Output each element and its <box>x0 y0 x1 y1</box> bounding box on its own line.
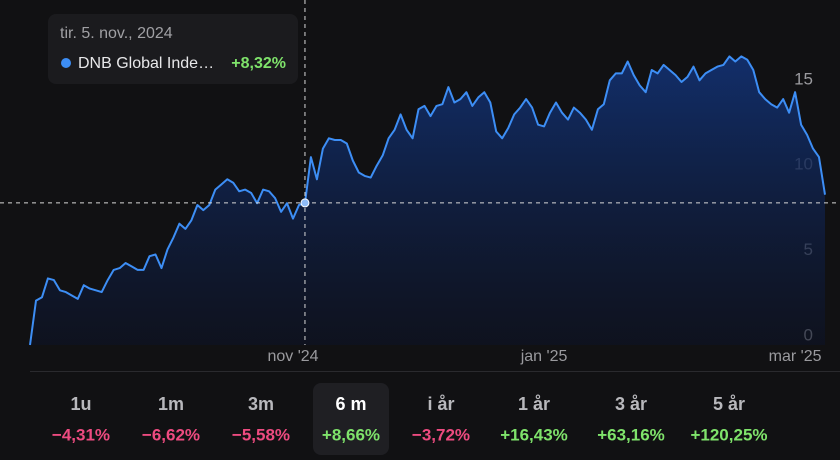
selected-period <box>313 383 389 455</box>
tooltip-dot <box>61 58 71 68</box>
line <box>29 55 826 346</box>
period-button[interactable]: 1 år +16,43% <box>500 394 568 445</box>
period-change: +120,25% <box>690 425 767 444</box>
period-button[interactable]: 6 m +8,66% <box>322 394 380 445</box>
tooltip-value: +8,32% <box>231 55 286 72</box>
period-change: −5,58% <box>232 425 290 444</box>
period-label: 3m <box>248 394 274 414</box>
tooltip-series: DNB Global Inde… <box>78 55 214 72</box>
period-button[interactable]: 3m −5,58% <box>232 394 290 445</box>
period-label: 1 år <box>518 394 550 414</box>
tooltip-date: tir. 5. nov., 2024 <box>60 25 173 42</box>
tooltip-box <box>48 14 298 84</box>
period-change: −3,72% <box>412 425 470 444</box>
x-tick-label: jan '25 <box>520 348 568 365</box>
period-button[interactable]: 1u −4,31% <box>52 394 110 445</box>
area <box>30 56 825 346</box>
period-label: 1m <box>158 394 184 414</box>
separator <box>30 371 840 372</box>
period-label: 6 m <box>335 394 366 414</box>
crosshair-point <box>300 198 310 208</box>
period-button[interactable]: 5 år +120,25% <box>690 394 767 445</box>
period-button[interactable]: 1m −6,62% <box>142 394 200 445</box>
period-bar: 1u −4,31% 1m −6,62% 3m −5,58% 6 m +8,66% i år −3,… <box>52 383 768 455</box>
period-change: +8,66% <box>322 425 380 444</box>
period-change: +63,16% <box>597 425 665 444</box>
period-button[interactable]: i år −3,72% <box>412 394 470 445</box>
period-change: −4,31% <box>52 425 110 444</box>
period-change: +16,43% <box>500 425 568 444</box>
period-label: i år <box>427 394 454 414</box>
period-change: −6,62% <box>142 425 200 444</box>
period-label: 3 år <box>615 394 647 414</box>
x-tick-label: nov '24 <box>267 348 318 365</box>
y-tick-label: 15 <box>794 69 813 88</box>
x-tick-label: mar '25 <box>769 348 822 365</box>
period-label: 1u <box>70 394 91 414</box>
period-label: 5 år <box>713 394 745 414</box>
tooltip: tir. 5. nov., 2024 DNB Global Inde… +8,3… <box>48 14 298 84</box>
period-button[interactable]: 3 år +63,16% <box>597 394 665 445</box>
